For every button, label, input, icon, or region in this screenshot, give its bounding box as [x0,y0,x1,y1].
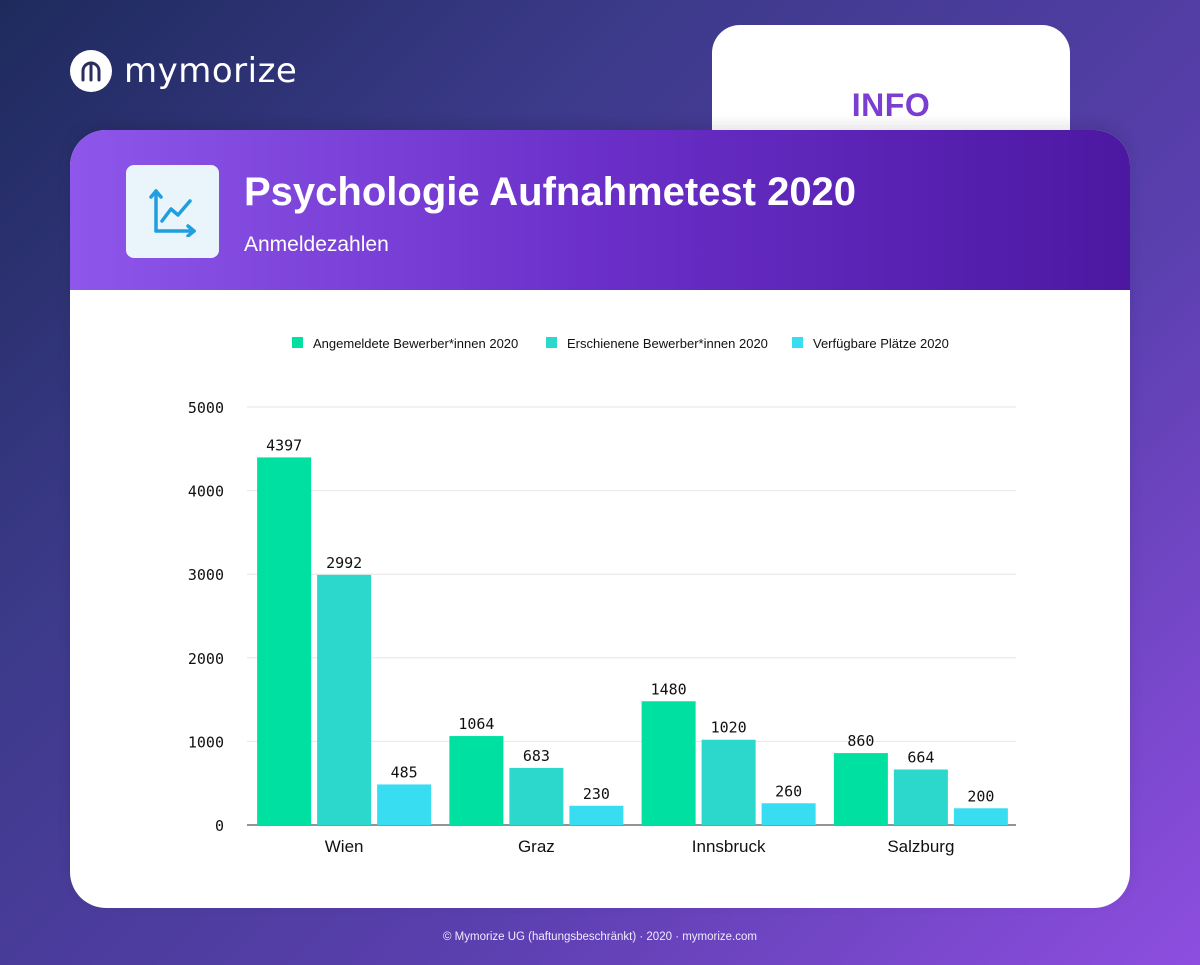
data-label: 1480 [651,680,687,698]
legend-swatch [792,337,803,348]
bar [449,736,504,825]
bar [257,457,312,825]
y-tick-label: 2000 [188,650,224,668]
y-tick-label: 0 [215,817,224,835]
footer-text: © Mymorize UG (haftungsbeschränkt) · 202… [443,931,757,943]
card-header: Psychologie Aufnahmetest 2020 Anmeldezah… [70,130,1130,290]
bar [833,753,888,825]
legend-label: Erschienene Bewerber*innen 2020 [567,336,768,351]
data-label: 200 [967,787,994,805]
x-tick-label: Salzburg [887,837,954,856]
legend-label: Verfügbare Plätze 2020 [813,336,949,351]
info-tab-label: INFO [851,87,931,123]
y-tick-label: 5000 [188,399,224,417]
chart-card: Psychologie Aufnahmetest 2020 Anmeldezah… [70,130,1130,908]
chart-subtitle: Anmeldezahlen [244,233,389,256]
data-label: 4397 [266,436,302,454]
data-label: 230 [583,785,610,803]
bar [701,739,756,825]
bar [641,701,696,825]
y-tick-label: 1000 [188,733,224,751]
bar-chart: 0 1000 2000 3000 4000 5000 4397 2992 485 Wien 1064… [188,336,1016,856]
x-tick-label: Wien [325,837,364,856]
bar [377,784,432,825]
y-tick-label: 3000 [188,566,224,584]
data-label: 860 [847,732,874,750]
data-label: 683 [523,747,550,765]
line-chart-icon [126,165,219,258]
x-tick-label: Innsbruck [692,837,766,856]
y-tick-label: 4000 [188,483,224,501]
legend-label: Angemeldete Bewerber*innen 2020 [313,336,518,351]
data-label: 2992 [326,554,362,572]
x-tick-label: Graz [518,837,555,856]
bar [953,808,1008,825]
legend-swatch [292,337,303,348]
legend-swatch [546,337,557,348]
data-label: 260 [775,782,802,800]
bar [569,805,624,825]
logo-mark-icon [70,50,112,92]
bar [893,769,948,825]
chart-title: Psychologie Aufnahmetest 2020 [244,170,857,214]
data-label: 1064 [458,715,494,733]
bar [317,574,372,825]
brand-name: mymorize [124,51,298,91]
data-label: 485 [391,763,418,781]
brand-logo: mymorize [70,50,297,92]
data-label: 1020 [711,719,747,737]
data-label: 664 [907,748,934,766]
bar [761,803,816,825]
bar [509,767,564,825]
